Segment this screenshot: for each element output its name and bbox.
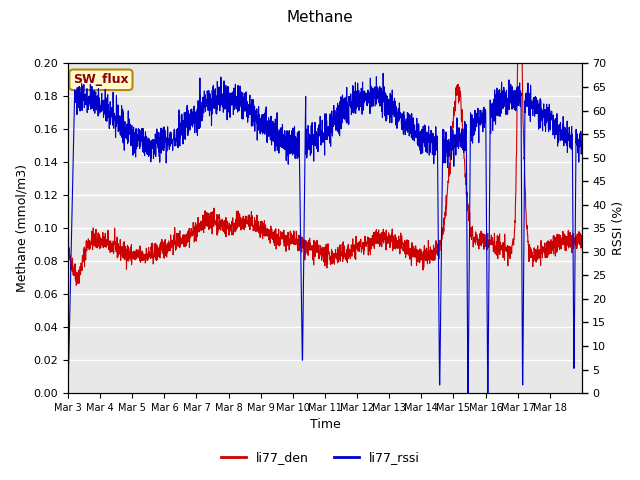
X-axis label: Time: Time (310, 419, 340, 432)
li77_rssi (356, 96, 364, 102)
li77_rssi (115, 124, 123, 130)
li77_rssi (509, 102, 516, 108)
Line: li77_den: li77_den (68, 55, 582, 285)
li77_den (479, 234, 487, 240)
li77_rssi (578, 138, 586, 144)
li77_den (514, 52, 522, 58)
li77_den (72, 282, 80, 288)
li77_den (356, 244, 364, 250)
li77_rssi (227, 99, 234, 105)
li77_rssi (571, 286, 579, 291)
Y-axis label: RSSI (%): RSSI (%) (612, 201, 625, 255)
Y-axis label: Methane (mmol/m3): Methane (mmol/m3) (15, 164, 28, 292)
Legend: li77_den, li77_rssi: li77_den, li77_rssi (216, 446, 424, 469)
Text: Methane: Methane (287, 10, 353, 24)
li77_den (571, 240, 579, 246)
li77_den (509, 239, 516, 245)
li77_den (64, 248, 72, 254)
li77_den (578, 237, 586, 242)
Text: SW_flux: SW_flux (73, 73, 129, 86)
Line: li77_rssi: li77_rssi (68, 73, 582, 393)
li77_rssi (380, 71, 387, 76)
li77_den (227, 227, 234, 232)
li77_den (116, 246, 124, 252)
li77_rssi (64, 390, 72, 396)
li77_rssi (479, 116, 487, 121)
